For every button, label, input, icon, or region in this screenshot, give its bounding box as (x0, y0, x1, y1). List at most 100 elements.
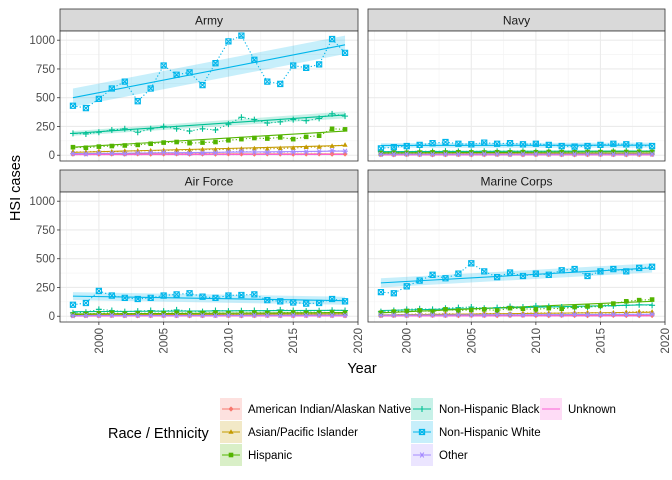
y-tick-label: 1000 (29, 35, 55, 47)
data-point-hispanic (572, 149, 577, 155)
data-point-hispanic (187, 140, 192, 146)
series-line-non-hispanic-black (380, 150, 653, 153)
data-point-non-hispanic-white (442, 138, 449, 146)
data-point-hispanic (265, 310, 270, 316)
data-point-non-hispanic-white (212, 294, 219, 301)
data-point-non-hispanic-white (403, 283, 410, 290)
data-point-non-hispanic-white (545, 271, 552, 278)
data-point-non-hispanic-white (251, 291, 258, 298)
legend-item-hispanic: Hispanic (220, 444, 292, 466)
data-point-hispanic (70, 312, 76, 317)
y-tick-label: 500 (36, 93, 55, 105)
x-tick-label: 2020 (660, 328, 672, 354)
data-point-other (507, 312, 513, 318)
data-point-other (494, 311, 500, 318)
data-point-other (83, 312, 89, 319)
data-point-non-hispanic-white (429, 271, 436, 278)
facet-label: Marine Corps (480, 175, 552, 189)
data-point-other (481, 312, 488, 318)
data-point-other (212, 312, 219, 319)
data-point-non-hispanic-white (390, 144, 397, 151)
data-point-hispanic (252, 310, 257, 315)
data-point-non-hispanic-white (238, 291, 245, 299)
data-point-hispanic (239, 310, 244, 316)
data-point-non-hispanic-white (95, 95, 103, 103)
data-point-non-hispanic-white (186, 290, 193, 297)
data-point-hispanic (443, 307, 448, 312)
data-point-non-hispanic-white (623, 268, 630, 275)
data-point-hispanic (494, 149, 500, 155)
data-point-hispanic (430, 309, 435, 314)
data-point-american-indian-alaskan-native (610, 312, 616, 319)
data-point-hispanic (303, 310, 309, 316)
data-point-non-hispanic-white (519, 272, 527, 280)
data-point-hispanic (135, 142, 141, 148)
data-point-other (533, 311, 539, 318)
data-point-non-hispanic-white (377, 288, 385, 296)
data-point-other (290, 312, 297, 318)
data-point-hispanic (148, 141, 153, 147)
series-line-hispanic (72, 128, 346, 149)
data-point-other (342, 148, 348, 154)
series-hispanic (378, 149, 655, 156)
legend-key-marker (419, 406, 425, 412)
series-line-hispanic (380, 299, 653, 314)
legend-item-unknown: Unknown (540, 398, 616, 420)
data-point-non-hispanic-white (199, 81, 206, 89)
data-point-hispanic (342, 127, 348, 132)
legend: Race / Ethnicity American Indian/Alaskan… (108, 398, 616, 466)
data-point-other (70, 150, 76, 157)
data-point-non-hispanic-white (225, 38, 232, 45)
data-point-other (160, 312, 167, 319)
data-point-other (277, 149, 284, 155)
data-point-non-hispanic-white (571, 265, 578, 273)
data-point-non-hispanic-black (147, 125, 154, 132)
data-point-non-hispanic-white (636, 142, 643, 149)
data-point-hispanic (443, 150, 448, 155)
data-point-other (212, 149, 219, 156)
panel-border (367, 191, 666, 323)
data-point-other (264, 149, 271, 156)
data-point-hispanic (520, 149, 526, 155)
data-point-non-hispanic-white (173, 291, 180, 298)
data-point-other (416, 151, 423, 157)
data-point-hispanic (520, 306, 526, 312)
data-point-non-hispanic-black (82, 130, 89, 137)
data-point-asian-pacific-islander (277, 145, 283, 151)
data-point-other (507, 151, 513, 157)
data-point-hispanic (481, 150, 487, 155)
data-point-hispanic (122, 143, 128, 148)
x-tick-label: 2015 (288, 328, 300, 354)
data-point-non-hispanic-white (341, 49, 349, 57)
data-point-american-indian-alaskan-native (597, 312, 604, 319)
data-point-non-hispanic-white (160, 62, 167, 69)
data-point-other (121, 312, 128, 319)
data-point-non-hispanic-white (377, 145, 385, 152)
data-point-other (468, 312, 475, 318)
data-point-asian-pacific-islander (316, 144, 322, 149)
data-point-other (468, 151, 475, 157)
data-point-non-hispanic-white (442, 275, 449, 282)
data-point-other (378, 312, 384, 319)
data-point-hispanic (598, 149, 603, 155)
panel-border (59, 30, 359, 162)
data-point-other (96, 150, 102, 156)
panel-army: Army 0 250 500 750 1000 (29, 8, 359, 162)
data-point-non-hispanic-white (290, 62, 297, 69)
data-point-non-hispanic-white (315, 61, 323, 68)
legend-item-other: Other (411, 444, 468, 466)
data-point-non-hispanic-black (329, 110, 336, 117)
data-point-hispanic (649, 297, 655, 302)
data-point-non-hispanic-white (648, 263, 656, 270)
data-point-american-indian-alaskan-native (649, 312, 655, 319)
legend-key-marker (228, 406, 234, 412)
data-point-hispanic (559, 149, 564, 155)
data-point-other (442, 312, 449, 318)
data-point-other (558, 312, 565, 318)
data-point-other (238, 148, 245, 154)
plot-background (368, 31, 665, 161)
data-point-non-hispanic-white (532, 270, 540, 277)
data-point-hispanic (391, 150, 397, 156)
data-point-other (134, 312, 141, 319)
